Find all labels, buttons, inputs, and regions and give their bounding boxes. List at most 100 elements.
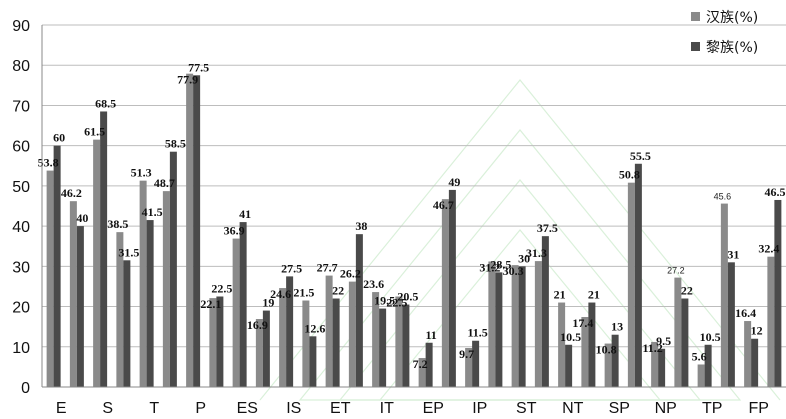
data-label: 36.9 [224, 224, 245, 238]
data-label: 21.5 [293, 286, 314, 300]
bars [46, 73, 782, 388]
bar-han [604, 343, 612, 387]
y-axis: 0 10 20 30 40 50 60 70 80 90 [12, 18, 43, 397]
bar-li [76, 226, 84, 387]
data-label: 11 [425, 328, 436, 342]
bar-han [465, 347, 473, 387]
x-tick-label: FP [749, 400, 769, 417]
bar-li [541, 236, 549, 387]
data-label: 51.3 [131, 166, 152, 180]
bar-han [418, 358, 426, 387]
legend-swatch-han [691, 12, 700, 21]
y-tick-label: 90 [12, 18, 30, 35]
bar-li [146, 220, 154, 387]
bar-han [162, 191, 170, 387]
data-label: 16.9 [247, 318, 268, 332]
data-label: 53.8 [38, 156, 59, 170]
bar-li [309, 336, 317, 387]
data-label: 46.5 [765, 185, 786, 199]
legend-label-han: 汉族(%) [706, 10, 758, 26]
data-label: 10.5 [560, 330, 581, 344]
bar-li [100, 111, 108, 387]
bar-li [216, 296, 224, 387]
data-label: 21 [588, 288, 600, 302]
data-label: 31.2 [479, 261, 500, 275]
bar-han [627, 182, 635, 387]
y-tick-label: 60 [12, 139, 30, 156]
x-tick-label: IP [472, 400, 487, 417]
bar-han [46, 170, 54, 387]
bar-han [720, 203, 728, 387]
x-tick-label: P [195, 400, 206, 417]
data-label: 55.5 [630, 149, 651, 163]
bar-li [727, 262, 735, 387]
bar-li [123, 260, 131, 387]
data-label: 11.2 [642, 341, 662, 355]
data-label: 26.2 [340, 267, 361, 281]
x-tick-label: T [149, 400, 159, 417]
x-tick-label: E [56, 400, 67, 417]
bar-han [255, 319, 263, 387]
data-label: 40 [76, 211, 88, 225]
data-label: 7.2 [413, 357, 428, 371]
data-label: 38 [355, 219, 367, 233]
bar-li [681, 298, 689, 387]
bar-han [744, 321, 752, 387]
bar-han [209, 298, 217, 387]
x-tick-label: NT [562, 400, 584, 417]
x-tick-label: TP [702, 400, 722, 417]
data-label: 41.5 [142, 205, 163, 219]
bar-li [495, 272, 503, 387]
y-tick-label: 10 [12, 340, 30, 357]
data-label: 27.5 [281, 261, 302, 275]
data-label: 27.7 [317, 261, 338, 275]
data-label: 49 [448, 175, 460, 189]
bar-li [704, 344, 712, 387]
data-label: 68.5 [95, 96, 116, 110]
bar-han [767, 256, 775, 387]
data-label: 30.3 [503, 264, 524, 278]
bar-li [518, 266, 526, 387]
data-label: 12.6 [304, 321, 325, 335]
bar-han [674, 277, 682, 387]
data-label: 31 [727, 247, 739, 261]
data-label: 21 [554, 288, 566, 302]
bar-han [488, 261, 496, 387]
bar-li [332, 298, 340, 387]
data-label: 77.5 [188, 60, 209, 74]
x-tick-label: NP [655, 400, 677, 417]
legend: 汉族(%) 黎族(%) [691, 10, 758, 56]
data-label: 45.6 [714, 192, 732, 202]
bar-han [534, 261, 542, 387]
data-label: 38.5 [107, 217, 128, 231]
data-label: 11.5 [467, 326, 487, 340]
data-label: 5.6 [692, 349, 707, 363]
bar-li [262, 310, 270, 387]
bar-li [565, 344, 573, 387]
data-label: 12 [751, 324, 763, 338]
data-label: 23.6 [363, 277, 384, 291]
bar-li [425, 342, 433, 387]
bar-han [302, 300, 310, 387]
bar-han [325, 275, 333, 387]
data-label: 9.5 [656, 334, 671, 348]
y-tick-label: 50 [12, 179, 30, 196]
data-label: 16.4 [735, 306, 756, 320]
bar-li [379, 308, 387, 387]
bar-han [348, 281, 356, 387]
data-label: 50.8 [619, 168, 640, 182]
bar-han [372, 292, 380, 387]
bar-han [232, 238, 240, 387]
data-label: 22.1 [200, 297, 221, 311]
data-label: 19 [262, 296, 274, 310]
data-label: 10.5 [700, 330, 721, 344]
y-tick-label: 20 [12, 300, 30, 317]
bar-han [395, 296, 403, 387]
y-tick-label: 80 [12, 58, 30, 75]
bar-han [93, 139, 101, 387]
data-label: 28.5 [490, 257, 511, 271]
y-tick-label: 40 [12, 219, 30, 236]
data-label: 48.7 [154, 176, 175, 190]
y-tick-label: 70 [12, 98, 30, 115]
